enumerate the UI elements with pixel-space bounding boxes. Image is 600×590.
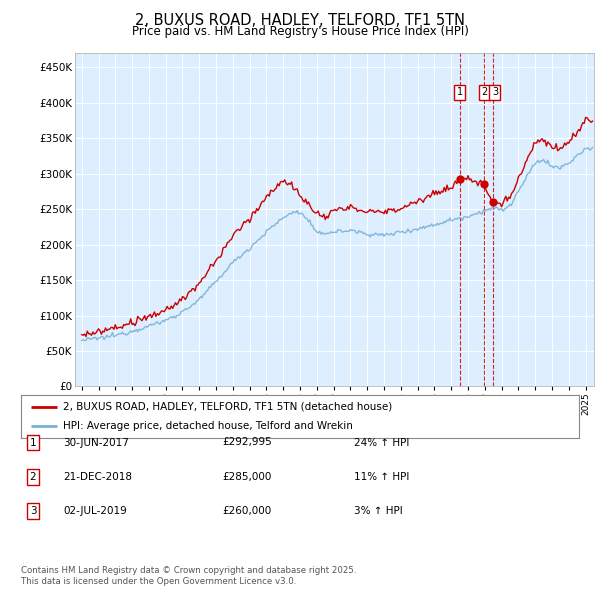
Text: 1: 1 — [457, 87, 463, 97]
Text: 2: 2 — [29, 472, 37, 481]
Text: 02-JUL-2019: 02-JUL-2019 — [63, 506, 127, 516]
Text: 3: 3 — [492, 87, 498, 97]
Text: £260,000: £260,000 — [222, 506, 271, 516]
Text: 1: 1 — [29, 438, 37, 447]
Text: £285,000: £285,000 — [222, 472, 271, 481]
Text: 2: 2 — [482, 87, 488, 97]
Text: 3% ↑ HPI: 3% ↑ HPI — [354, 506, 403, 516]
Text: 3: 3 — [29, 506, 37, 516]
Text: 30-JUN-2017: 30-JUN-2017 — [63, 438, 129, 447]
Text: 21-DEC-2018: 21-DEC-2018 — [63, 472, 132, 481]
Text: 2, BUXUS ROAD, HADLEY, TELFORD, TF1 5TN: 2, BUXUS ROAD, HADLEY, TELFORD, TF1 5TN — [135, 13, 465, 28]
Text: 2, BUXUS ROAD, HADLEY, TELFORD, TF1 5TN (detached house): 2, BUXUS ROAD, HADLEY, TELFORD, TF1 5TN … — [63, 402, 392, 412]
Text: Contains HM Land Registry data © Crown copyright and database right 2025.: Contains HM Land Registry data © Crown c… — [21, 566, 356, 575]
Text: HPI: Average price, detached house, Telford and Wrekin: HPI: Average price, detached house, Telf… — [63, 421, 353, 431]
Text: This data is licensed under the Open Government Licence v3.0.: This data is licensed under the Open Gov… — [21, 577, 296, 586]
Text: Price paid vs. HM Land Registry's House Price Index (HPI): Price paid vs. HM Land Registry's House … — [131, 25, 469, 38]
Text: 24% ↑ HPI: 24% ↑ HPI — [354, 438, 409, 447]
Text: 11% ↑ HPI: 11% ↑ HPI — [354, 472, 409, 481]
Text: £292,995: £292,995 — [222, 438, 272, 447]
